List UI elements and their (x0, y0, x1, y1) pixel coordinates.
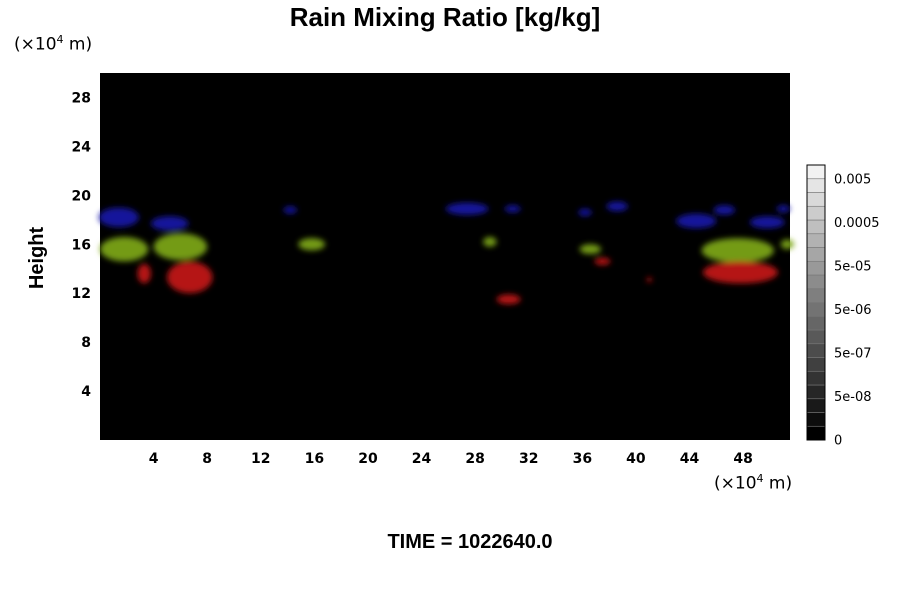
plot-area (100, 73, 790, 440)
colorbar-label: 5e-07 (834, 347, 872, 362)
rain-region-2-3 (594, 258, 610, 265)
y-tick-label: 20 (72, 188, 92, 204)
colorbar-swatch (807, 344, 825, 358)
colorbar-label: 0.005 (834, 173, 871, 188)
colorbar-swatch (807, 399, 825, 413)
rain-region-0-2 (284, 206, 297, 213)
colorbar-swatch (807, 248, 825, 262)
colorbar-swatch (807, 220, 825, 234)
colorbar-swatch (807, 330, 825, 344)
colorbar-swatch (807, 358, 825, 372)
x-tick-label: 16 (305, 451, 324, 467)
rain-region-1-1 (154, 233, 208, 260)
colorbar-swatch (807, 179, 825, 193)
x-axis-ticks: 4 8 12 16 20 24 28 32 36 40 44 48 (149, 451, 753, 467)
rain-region-0-5 (578, 209, 591, 216)
x-tick-label: 28 (465, 451, 484, 467)
rain-region-0-4 (505, 205, 521, 212)
rain-region-0-0 (99, 208, 139, 228)
y-tick-label: 24 (72, 139, 92, 155)
time-label: TIME = 1022640.0 (0, 531, 900, 554)
colorbar-swatch (807, 261, 825, 275)
x-tick-label: 36 (573, 451, 592, 467)
colorbar-swatch (807, 275, 825, 289)
rain-region-1-4 (580, 244, 601, 254)
rain-region-2-4 (647, 277, 652, 282)
colorbar-swatch (807, 206, 825, 220)
colorbar-label: 0.0005 (834, 216, 880, 231)
x-tick-label: 8 (202, 451, 212, 467)
y-axis-ticks: 4 8 12 16 20 24 28 (72, 90, 92, 400)
colorbar-swatch (807, 413, 825, 427)
rain-region-0-8 (714, 205, 735, 215)
rain-region-1-0 (100, 237, 148, 261)
colorbar-swatch (807, 303, 825, 317)
rain-region-1-3 (483, 237, 496, 247)
colorbar-label: 5e-06 (834, 303, 872, 318)
colorbar-label: 5e-08 (834, 390, 872, 405)
colorbar-swatch (807, 289, 825, 303)
rain-region-0-9 (750, 216, 785, 228)
rain-region-1-6 (781, 239, 794, 249)
colorbar-swatch (807, 165, 825, 179)
rain-region-0-10 (777, 205, 790, 212)
x-tick-label: 32 (519, 451, 538, 467)
rain-region-0-6 (606, 201, 627, 211)
rain-region-0-7 (676, 214, 716, 229)
colorbar-swatch (807, 426, 825, 440)
rain-region-2-1 (167, 261, 213, 293)
colorbar-swatch (807, 234, 825, 248)
x-tick-label: 20 (358, 451, 378, 467)
colorbar-swatch (807, 385, 825, 399)
colorbar-label: 5e-05 (834, 260, 872, 275)
colorbar-label: 0 (834, 434, 842, 449)
x-tick-label: 4 (149, 451, 159, 467)
x-tick-label: 48 (733, 451, 752, 467)
y-tick-label: 12 (72, 286, 91, 302)
colorbar-swatch (807, 371, 825, 385)
x-tick-label: 40 (626, 451, 646, 467)
y-tick-label: 16 (72, 237, 91, 253)
colorbar-swatch (807, 316, 825, 330)
y-tick-label: 28 (72, 90, 91, 106)
y-tick-label: 8 (81, 335, 91, 351)
rain-region-1-5 (702, 238, 774, 262)
rain-region-1-2 (298, 238, 325, 250)
rain-region-0-3 (446, 203, 489, 215)
x-tick-label: 12 (251, 451, 270, 467)
rain-region-2-5 (703, 261, 778, 283)
y-tick-label: 4 (81, 384, 91, 400)
rain-region-2-0 (138, 264, 151, 284)
rain-region-0-1 (151, 216, 189, 231)
colorbar: 0.005 0.0005 5e-05 5e-06 5e-07 5e-08 0 (807, 165, 880, 449)
rain-region-2-2 (497, 294, 521, 304)
colorbar-swatch (807, 193, 825, 207)
x-tick-label: 44 (680, 451, 700, 467)
x-tick-label: 24 (412, 451, 432, 467)
